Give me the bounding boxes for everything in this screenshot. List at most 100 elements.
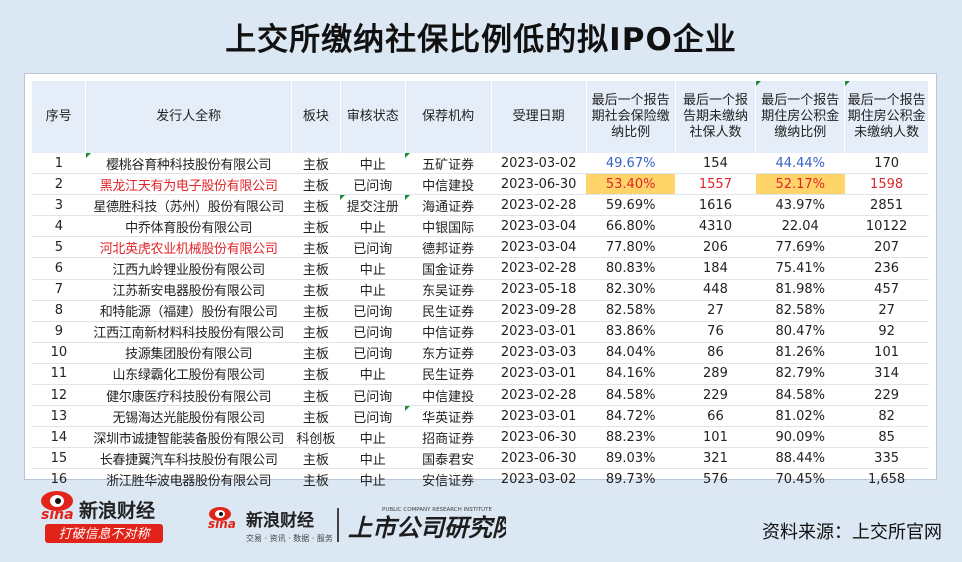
hf-unpaid-cell: 82: [844, 405, 929, 428]
ss-unpaid-cell: 1616: [675, 194, 756, 217]
issuer-name-cell: 长春捷翼汽车科技股份有限公司: [85, 447, 292, 470]
ss-ratio-cell: 89.03%: [586, 447, 676, 470]
hf-unpaid-cell: 314: [844, 363, 929, 386]
sponsor-cell: 东方证券: [405, 342, 492, 364]
accept-date-cell: 2023-02-28: [491, 384, 587, 407]
header-ss-ratio: 最后一个报告期社会保险缴纳比例: [586, 81, 676, 153]
ss-unpaid-cell: 229: [675, 384, 756, 407]
review-status-cell: 已问询: [340, 384, 406, 407]
sponsor-cell: 海通证券: [405, 194, 492, 217]
table-row: 14 深圳市诚捷智能装备股份有限公司 科创板 中止 招商证券 2023-06-30 88.2…: [32, 426, 929, 449]
hf-ratio-cell: 75.41%: [755, 257, 845, 280]
issuer-name-cell: 黑龙江天有为电子股份有限公司: [85, 173, 292, 196]
board-cell: 主板: [291, 300, 341, 322]
table-row: 4 中乔体育股份有限公司 主板 中止 中银国际 2023-03-04 66.80% 4310 2…: [32, 215, 929, 238]
logo3-en-text: PUBLIC COMPANY RESEARCH INSTITUTE: [382, 507, 493, 513]
hf-unpaid-cell: 27: [844, 300, 929, 322]
review-status-cell: 已问询: [340, 405, 406, 428]
review-status-cell: 中止: [340, 426, 406, 449]
hf-ratio-cell: 82.58%: [755, 300, 845, 322]
sponsor-cell: 安信证券: [405, 468, 492, 491]
logo3-text: 上市公司研究院: [348, 513, 506, 542]
row-index-cell: 14: [32, 426, 86, 449]
header-date: 受理日期: [491, 81, 587, 153]
row-index-cell: 11: [32, 363, 86, 386]
issuer-name-cell: 无锡海达光能股份有限公司: [85, 405, 292, 428]
table-row: 11 山东绿霸化工股份有限公司 主板 中止 民生证券 2023-03-01 84.16% 28…: [32, 363, 929, 386]
review-status-cell: 中止: [340, 215, 406, 238]
ss-unpaid-cell: 206: [675, 236, 756, 259]
table-row: 15 长春捷翼汽车科技股份有限公司 主板 中止 国泰君安 2023-06-30 89.03%…: [32, 447, 929, 470]
hf-unpaid-cell: 229: [844, 384, 929, 407]
logo2-sub-text: 交易 · 资讯 · 数据 · 服务: [246, 533, 333, 543]
hf-ratio-cell: 82.79%: [755, 363, 845, 386]
board-cell: 主板: [291, 279, 341, 301]
sponsor-cell: 中信证券: [405, 321, 492, 343]
hf-ratio-cell: 81.02%: [755, 405, 845, 428]
accept-date-cell: 2023-02-28: [491, 194, 587, 217]
header-sponsor: 保荐机构: [405, 81, 492, 153]
sponsor-cell: 国金证券: [405, 257, 492, 280]
review-status-cell: 已问询: [340, 321, 406, 343]
ss-ratio-cell: 66.80%: [586, 215, 676, 238]
issuer-name-cell: 健尔康医疗科技股份有限公司: [85, 384, 292, 407]
hf-ratio-cell: 44.44%: [755, 153, 845, 175]
table-header-row: 序号 发行人全称 板块 审核状态 保荐机构 受理日期 最后一个报告期社会保险缴纳…: [32, 81, 929, 153]
issuer-name-cell: 河北英虎农业机械股份有限公司: [85, 236, 292, 259]
row-index-cell: 12: [32, 384, 86, 407]
table-row: 16 浙江胜华波电器股份有限公司 主板 中止 安信证券 2023-03-02 89.73% 5…: [32, 468, 929, 491]
accept-date-cell: 2023-02-28: [491, 257, 587, 280]
hf-ratio-cell: 90.09%: [755, 426, 845, 449]
hf-unpaid-cell: 207: [844, 236, 929, 259]
ss-unpaid-cell: 289: [675, 363, 756, 386]
review-status-cell: 中止: [340, 468, 406, 491]
ss-ratio-cell: 84.16%: [586, 363, 676, 386]
ss-ratio-cell: 84.72%: [586, 405, 676, 428]
data-table-card: 序号 发行人全称 板块 审核状态 保荐机构 受理日期 最后一个报告期社会保险缴纳…: [24, 73, 937, 491]
issuer-name-cell: 深圳市诚捷智能装备股份有限公司: [85, 426, 292, 449]
logo2-sina-text: sina: [208, 517, 236, 531]
logo2-brand-text: 新浪财经: [246, 510, 314, 531]
accept-date-cell: 2023-03-02: [491, 153, 587, 175]
issuer-name-cell: 山东绿霸化工股份有限公司: [85, 363, 292, 386]
sponsor-cell: 五矿证券: [405, 153, 492, 175]
sponsor-cell: 国泰君安: [405, 447, 492, 470]
accept-date-cell: 2023-03-03: [491, 342, 587, 364]
table-row: 13 无锡海达光能股份有限公司 主板 已问询 华英证券 2023-03-01 84.72% 6…: [32, 405, 929, 428]
header-board: 板块: [291, 81, 341, 153]
ss-ratio-cell: 53.40%: [586, 173, 676, 196]
issuer-name-cell: 中乔体育股份有限公司: [85, 215, 292, 238]
board-cell: 科创板: [291, 426, 341, 449]
table-row: 9 江西江南新材料科技股份有限公司 主板 已问询 中信证券 2023-03-01 83.86…: [32, 321, 929, 343]
issuer-name-cell: 江西江南新材料科技股份有限公司: [85, 321, 292, 343]
header-ss-unpaid: 最后一个报告期未缴纳社保人数: [675, 81, 757, 153]
row-index-cell: 8: [32, 300, 86, 322]
row-index-cell: 4: [32, 215, 86, 238]
accept-date-cell: 2023-06-30: [491, 447, 587, 470]
accept-date-cell: 2023-03-01: [491, 405, 587, 428]
ss-ratio-cell: 82.58%: [586, 300, 676, 322]
ss-unpaid-cell: 101: [675, 426, 756, 449]
board-cell: 主板: [291, 153, 341, 175]
ss-unpaid-cell: 448: [675, 279, 756, 301]
page-title: 上交所缴纳社保比例低的拟IPO企业: [225, 22, 737, 58]
sponsor-cell: 华英证券: [405, 405, 492, 428]
row-index-cell: 2: [32, 173, 86, 196]
ss-ratio-cell: 83.86%: [586, 321, 676, 343]
row-index-cell: 7: [32, 279, 86, 301]
sponsor-cell: 中银国际: [405, 215, 492, 238]
sponsor-cell: 民生证券: [405, 363, 492, 386]
ss-unpaid-cell: 321: [675, 447, 756, 470]
row-index-cell: 13: [32, 405, 86, 428]
sina-finance-logo: sina 新浪财经 打破信息不对称: [37, 486, 172, 546]
hf-unpaid-cell: 2851: [844, 194, 929, 217]
hf-unpaid-cell: 85: [844, 426, 929, 449]
accept-date-cell: 2023-05-18: [491, 279, 587, 301]
review-status-cell: 已问询: [340, 173, 406, 196]
hf-ratio-cell: 52.17%: [755, 173, 845, 196]
ss-unpaid-cell: 576: [675, 468, 756, 491]
accept-date-cell: 2023-06-30: [491, 426, 587, 449]
sponsor-cell: 招商证券: [405, 426, 492, 449]
table-row: 5 河北英虎农业机械股份有限公司 主板 已问询 德邦证券 2023-03-04 77.80%…: [32, 236, 929, 259]
row-index-cell: 6: [32, 257, 86, 280]
